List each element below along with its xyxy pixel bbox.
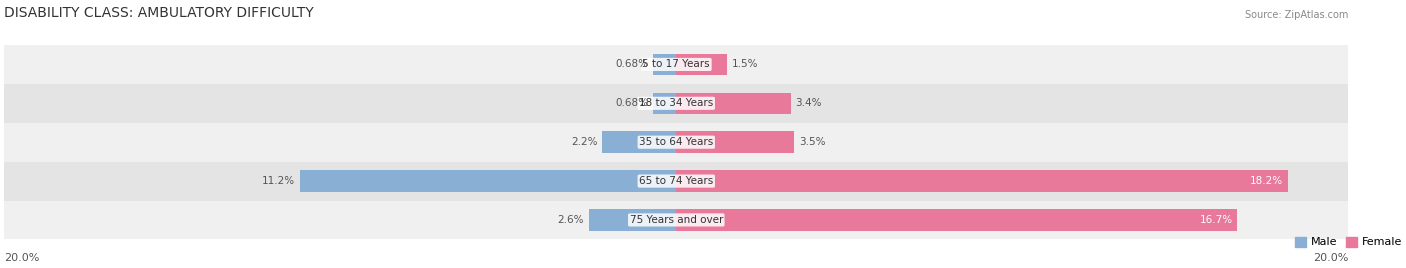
- Text: 20.0%: 20.0%: [4, 253, 39, 263]
- Text: 1.5%: 1.5%: [731, 59, 758, 69]
- Bar: [676, 170, 1288, 192]
- Text: 65 to 74 Years: 65 to 74 Years: [640, 176, 713, 186]
- Bar: [676, 132, 794, 153]
- Bar: [676, 93, 790, 114]
- Bar: [299, 170, 676, 192]
- Bar: [4, 162, 1348, 200]
- Bar: [4, 84, 1348, 123]
- Legend: Male, Female: Male, Female: [1295, 237, 1402, 247]
- Text: 20.0%: 20.0%: [1313, 253, 1348, 263]
- Text: 75 Years and over: 75 Years and over: [630, 215, 723, 225]
- Bar: [4, 45, 1348, 84]
- Text: 3.4%: 3.4%: [796, 98, 823, 108]
- Bar: [602, 132, 676, 153]
- Text: 35 to 64 Years: 35 to 64 Years: [640, 137, 713, 147]
- Text: 16.7%: 16.7%: [1199, 215, 1233, 225]
- Text: 2.6%: 2.6%: [557, 215, 583, 225]
- Bar: [654, 54, 676, 75]
- Bar: [676, 54, 727, 75]
- Text: 0.68%: 0.68%: [616, 59, 648, 69]
- Bar: [4, 200, 1348, 239]
- Text: 5 to 17 Years: 5 to 17 Years: [643, 59, 710, 69]
- Text: 3.5%: 3.5%: [799, 137, 825, 147]
- Text: Source: ZipAtlas.com: Source: ZipAtlas.com: [1246, 10, 1348, 20]
- Bar: [654, 93, 676, 114]
- Bar: [4, 123, 1348, 162]
- Text: 18.2%: 18.2%: [1250, 176, 1282, 186]
- Text: 0.68%: 0.68%: [616, 98, 648, 108]
- Text: 18 to 34 Years: 18 to 34 Years: [640, 98, 713, 108]
- Text: 11.2%: 11.2%: [262, 176, 295, 186]
- Text: DISABILITY CLASS: AMBULATORY DIFFICULTY: DISABILITY CLASS: AMBULATORY DIFFICULTY: [4, 6, 314, 20]
- Bar: [676, 209, 1237, 231]
- Text: 2.2%: 2.2%: [571, 137, 598, 147]
- Bar: [589, 209, 676, 231]
